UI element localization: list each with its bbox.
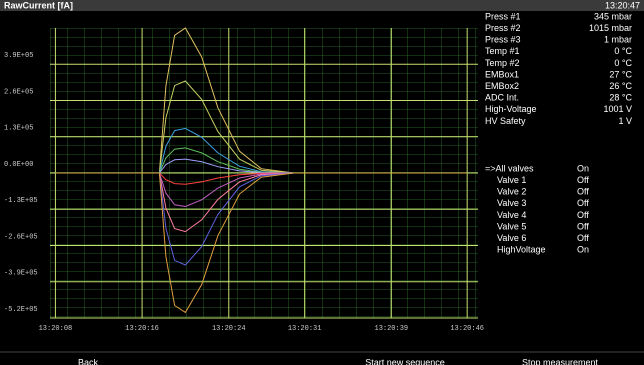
series-line xyxy=(55,172,468,266)
status-value: 26 °C xyxy=(609,81,632,91)
y-tick-label: -1.3E+05 xyxy=(4,197,38,205)
valve-label: Valve 3 xyxy=(497,198,526,208)
status-value: 0 °C xyxy=(614,58,632,68)
x-tick-label: 13:20:46 xyxy=(450,325,484,333)
valve-label: Valve 6 xyxy=(497,233,526,243)
status-label: EMBox1 xyxy=(485,69,519,79)
status-label: EMBox2 xyxy=(485,81,519,91)
status-label: High-Voltage xyxy=(485,104,537,114)
status-value: 1 mbar xyxy=(604,35,632,45)
status-label: Press #1 xyxy=(485,11,521,21)
y-tick-label: -5.2E+05 xyxy=(4,306,38,314)
valve-value: Off xyxy=(577,175,589,185)
status-value: 345 mbar xyxy=(594,11,632,21)
title-bar xyxy=(0,0,644,11)
series-line xyxy=(55,172,468,314)
valve-value: Off xyxy=(577,221,589,231)
status-label: HV Safety xyxy=(485,116,526,126)
y-tick-label: 3.9E+05 xyxy=(4,52,33,60)
x-tick-label: 13:20:31 xyxy=(288,325,322,333)
status-label: Temp #1 xyxy=(485,46,520,56)
button-bar: Back Start new sequence Stop measurement xyxy=(78,357,599,365)
valve-value: Off xyxy=(577,187,589,197)
x-tick-label: 13:20:39 xyxy=(375,325,409,333)
status-label: Press #3 xyxy=(485,35,521,45)
status-panel: Press #1 345 mbar Press #2 1015 mbar Press #… xyxy=(485,11,632,254)
status-value: 1 V xyxy=(618,116,632,126)
button[interactable]: Back xyxy=(78,357,99,365)
series-line xyxy=(55,172,468,233)
button[interactable]: Stop measurement xyxy=(522,357,599,365)
status-value: 27 °C xyxy=(609,69,632,79)
button[interactable]: Start new sequence xyxy=(365,357,445,365)
status-label: Temp #2 xyxy=(485,58,520,68)
series-line xyxy=(55,172,468,208)
status-value: 1001 V xyxy=(603,104,632,114)
valve-label: Valve 4 xyxy=(497,210,526,220)
valve-label: Valve 5 xyxy=(497,221,526,231)
x-tick-label: 13:20:16 xyxy=(125,325,159,333)
series-line xyxy=(55,80,468,174)
x-tick-label: 13:20:24 xyxy=(212,325,246,333)
valve-value: On xyxy=(577,163,589,173)
status-label: Press #2 xyxy=(485,23,521,33)
clock: 13:20:47 xyxy=(605,0,640,10)
valve-value: Off xyxy=(577,233,589,243)
series-line xyxy=(55,27,468,174)
valve-value: Off xyxy=(577,198,589,208)
y-tick-label: 0.0E+00 xyxy=(4,161,33,169)
chart-title: RawCurrent [fA] xyxy=(4,0,73,10)
valve-label: =>All valves xyxy=(485,163,534,173)
y-tick-label: -3.9E+05 xyxy=(4,270,38,278)
status-value: 0 °C xyxy=(614,46,632,56)
valve-value: Off xyxy=(577,210,589,220)
y-tick-label: -2.6E+05 xyxy=(4,233,38,241)
valve-label: Valve 1 xyxy=(497,175,526,185)
valve-label: Valve 2 xyxy=(497,187,526,197)
valve-value: On xyxy=(577,245,589,255)
status-label: ADC Int. xyxy=(485,93,519,103)
valve-label: HighVoltage xyxy=(497,245,546,255)
status-value: 1015 mbar xyxy=(589,23,632,33)
x-tick-label: 13:20:08 xyxy=(39,325,73,333)
status-value: 28 °C xyxy=(609,93,632,103)
y-tick-label: 2.6E+05 xyxy=(4,88,33,96)
plot: -5.2E+05 -3.9E+05 -2.6E+05 -1.3E+05 0.0E+00 1… xyxy=(4,27,484,333)
y-tick-label: 1.3E+05 xyxy=(4,125,33,133)
